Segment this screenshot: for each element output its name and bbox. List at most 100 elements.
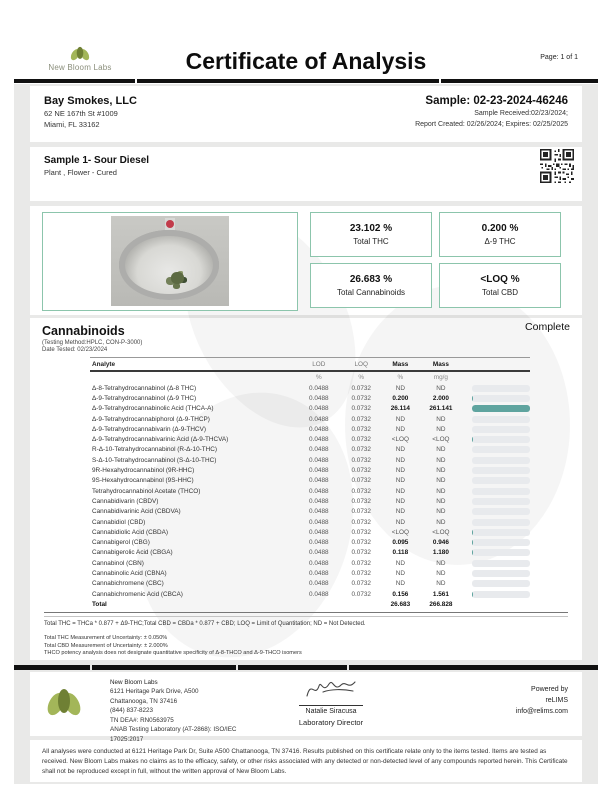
unit-mass-mgg: mg/g [433, 374, 448, 381]
table-total-row: Total 26.683 266.828 [90, 599, 530, 610]
loq-value: 0.0732 [351, 405, 371, 413]
analyte-name: Cannabinolic Acid (CBNA) [92, 569, 167, 577]
mass-pct-value: ND [395, 559, 405, 567]
note-thco: THCO potency analysis does not designate… [44, 649, 302, 656]
lod-value: 0.0488 [309, 497, 329, 505]
lims-name: reLIMS [545, 697, 568, 705]
lod-value: 0.0488 [309, 467, 329, 475]
mass-mgg-value: ND [436, 425, 446, 433]
analyte-name: Δ-9-Tetrahydrocannabivarin (Δ-9-THCV) [92, 425, 207, 433]
mass-mgg-value: 1.180 [432, 549, 449, 557]
analyte-name: Δ-9-Tetrahydrocannabiphorol (Δ-9-THCP) [92, 415, 210, 423]
analyte-name: Δ-9-Tetrahydrocannabinol (Δ-9 THC) [92, 394, 197, 402]
loq-value: 0.0732 [351, 384, 371, 392]
unit-lod: % [315, 374, 322, 381]
sample-photo-frame [42, 212, 298, 311]
mass-mgg-value: 1.561 [432, 590, 449, 598]
client-block: Bay Smokes, LLC 62 NE 167th St #1009 Mia… [44, 95, 137, 131]
loq-value: 0.0732 [351, 394, 371, 402]
table-row: Cannabidivarinic Acid (CBDVA) 0.0488 0.0… [90, 507, 530, 517]
analyte-name: Cannabichromene (CBC) [92, 580, 164, 588]
analyte-name: Cannabidiolic Acid (CBDA) [92, 528, 169, 536]
mass-pct-value: 26.114 [390, 405, 410, 413]
mass-mgg-value: ND [436, 467, 446, 475]
disclaimer-text: All analyses were conducted at 6121 Heri… [42, 748, 568, 775]
sample-title: Sample 1- Sour Diesel [44, 155, 150, 166]
mass-bar-fill [471, 590, 473, 598]
report-created-date: Report Created: 02/26/2024; Expires: 02/… [415, 120, 568, 128]
lod-value: 0.0488 [309, 394, 329, 402]
mass-bar [471, 394, 530, 402]
sample-photo [111, 216, 229, 306]
lab-phone: (844) 837-8223 [110, 707, 154, 715]
table-row: Cannabidiolic Acid (CBDA) 0.0488 0.0732 … [90, 527, 530, 537]
total-cbd-value: <LOQ % [480, 274, 520, 285]
sample-subtitle: Plant , Flower - Cured [44, 168, 117, 177]
summary-box-d9-thc: 0.200 % Δ-9 THC [439, 212, 561, 257]
mass-mgg-value: 261.141 [429, 405, 453, 413]
mass-mgg-value: ND [436, 580, 446, 588]
analyte-name: Tetrahydrocannabinol Acetate (THCO) [92, 487, 201, 495]
photo-red-sticker [165, 218, 175, 231]
lod-value: 0.0488 [309, 580, 329, 588]
lod-value: 0.0488 [309, 559, 329, 567]
lod-value: 0.0488 [309, 425, 329, 433]
mass-pct-value: ND [395, 446, 405, 454]
total-label: Total [92, 601, 107, 609]
mass-pct-value: <LOQ [391, 528, 409, 536]
signer-title: Laboratory Director [298, 718, 364, 727]
total-thc-value: 23.102 % [349, 223, 393, 234]
lod-value: 0.0488 [309, 528, 329, 536]
lod-value: 0.0488 [309, 477, 329, 485]
col-mass-mgg: Mass [432, 360, 449, 368]
mass-bar-fill [471, 394, 473, 402]
loq-value: 0.0732 [351, 497, 371, 505]
flower-bud [171, 272, 184, 284]
analyte-name: Cannabigerol (CBG) [92, 539, 150, 547]
summary-grid: 23.102 % Total THC 0.200 % Δ-9 THC 26.68… [310, 212, 562, 308]
mass-bar [471, 518, 530, 526]
loq-value: 0.0732 [351, 425, 371, 433]
analyte-name: Cannabidivarinic Acid (CBDVA) [92, 508, 181, 516]
sample-id: Sample: 02-23-2024-46246 [425, 95, 568, 107]
section-title: Cannabinoids [42, 324, 125, 338]
mass-pct-value: ND [395, 467, 405, 475]
lod-value: 0.0488 [309, 569, 329, 577]
mass-bar [471, 549, 530, 557]
lod-value: 0.0488 [309, 518, 329, 526]
table-row: Δ-9-Tetrahydrocannabiphorol (Δ-9-THCP) 0… [90, 414, 530, 424]
mass-pct-value: ND [395, 477, 405, 485]
qr-code [540, 149, 574, 183]
mass-bar-fill [471, 436, 473, 444]
footer-card: New Bloom Labs 6121 Heritage Park Drive,… [30, 672, 582, 743]
date-tested: Date Tested: 02/23/2024 [42, 347, 108, 353]
mass-mgg-value: 0.946 [432, 539, 449, 547]
total-thc-label: Total THC [353, 237, 389, 246]
lod-value: 0.0488 [309, 508, 329, 516]
disclaimer-card: All analyses were conducted at 6121 Heri… [30, 740, 582, 782]
loq-value: 0.0732 [351, 436, 371, 444]
cannabinoid-table: Analyte LOD LOQ Mass Mass % % % mg/g Δ-8… [90, 357, 530, 610]
loq-value: 0.0732 [351, 580, 371, 588]
analyte-name: Δ-9-Tetrahydrocannabinolic Acid (THCA-A) [92, 405, 214, 413]
mass-bar-fill [471, 539, 473, 547]
loq-value: 0.0732 [351, 528, 371, 536]
mass-pct-value: ND [395, 415, 405, 423]
header-divider-bar [14, 79, 598, 83]
mass-pct-value: ND [395, 384, 405, 392]
unit-mass-pct: % [397, 374, 404, 381]
lod-value: 0.0488 [309, 456, 329, 464]
analyte-name: Δ-8-Tetrahydrocannabinol (Δ-8 THC) [92, 384, 197, 392]
total-cbd-label: Total CBD [481, 288, 518, 297]
loq-value: 0.0732 [351, 508, 371, 516]
lab-address-block: New Bloom Labs 6121 Heritage Park Drive,… [110, 678, 236, 744]
analyte-name: Δ-9-Tetrahydrocannabivarinic Acid (Δ-9-T… [92, 436, 229, 444]
lab-name: New Bloom Labs [110, 679, 158, 686]
table-row: Δ-9-Tetrahydrocannabivarin (Δ-9-THCV) 0.… [90, 424, 530, 434]
table-row: 9S-Hexahydrocannabinol (9S-HHC) 0.0488 0… [90, 476, 530, 486]
mass-pct-value: 0.156 [392, 590, 409, 598]
uncertainty-notes: Total THC Measurement of Uncertainty: ± … [42, 635, 570, 657]
mass-pct-value: 0.095 [392, 539, 409, 547]
mass-bar [471, 528, 530, 536]
mass-mgg-value: ND [436, 508, 446, 516]
